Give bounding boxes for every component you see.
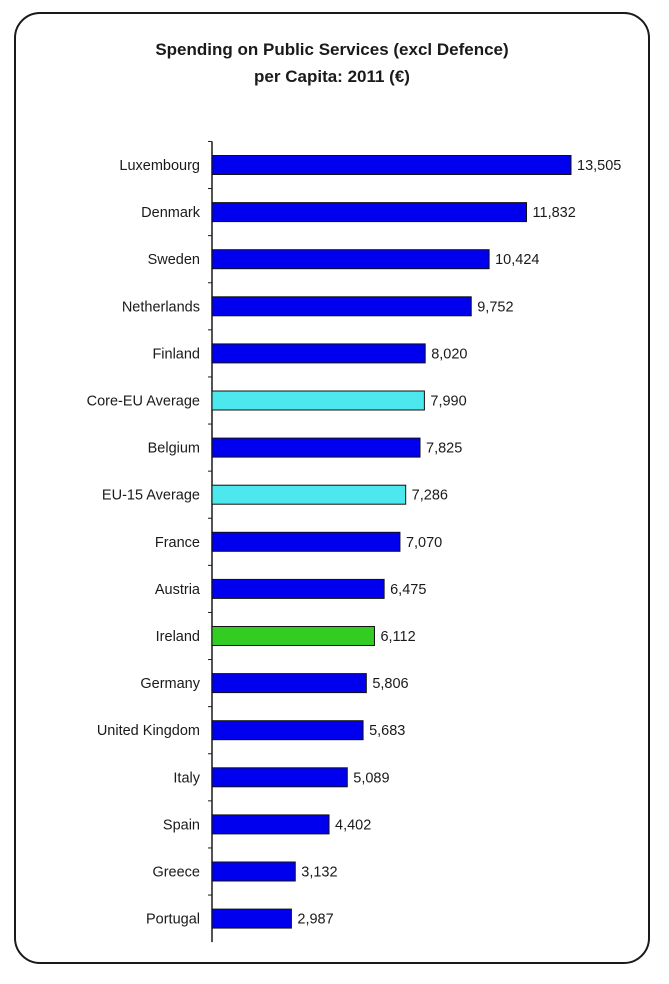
category-label: Portugal <box>146 912 200 928</box>
value-label: 4,402 <box>335 817 371 833</box>
category-label: Belgium <box>148 441 200 457</box>
bar <box>211 296 472 317</box>
value-label: 7,070 <box>406 535 442 551</box>
value-label: 6,475 <box>390 582 426 598</box>
category-label: Core-EU Average <box>87 394 200 410</box>
category-label: Denmark <box>141 205 201 221</box>
bar <box>211 484 407 505</box>
bar <box>211 673 367 694</box>
value-label: 10,424 <box>495 252 539 268</box>
bar <box>211 531 401 552</box>
category-label: Finland <box>152 346 200 362</box>
category-label: Germany <box>140 676 200 692</box>
bar <box>211 908 292 929</box>
category-label: Sweden <box>148 252 200 268</box>
value-label: 7,286 <box>412 488 448 504</box>
bar <box>211 437 421 458</box>
bar <box>211 343 426 364</box>
category-label: Luxembourg <box>119 158 200 174</box>
category-label: EU-15 Average <box>102 488 200 504</box>
value-label: 3,132 <box>301 865 337 881</box>
value-label: 11,832 <box>533 205 576 221</box>
bar-group: Luxembourg 13,505 Denmark 11,832 Sweden 10,42… <box>87 140 621 929</box>
chart-title-line-2: per Capita: 2011 (€) <box>254 67 410 86</box>
value-label: 5,089 <box>353 770 389 786</box>
bar <box>211 390 425 411</box>
bar <box>211 720 364 741</box>
chart-title: Spending on Public Services (excl Defenc… <box>14 36 650 90</box>
bar <box>211 861 296 882</box>
category-label: Austria <box>155 582 201 598</box>
category-label: Ireland <box>156 629 200 645</box>
bar <box>211 249 490 270</box>
bar <box>211 202 528 223</box>
category-label: Italy <box>173 770 200 786</box>
category-label: United Kingdom <box>97 723 200 739</box>
value-label: 9,752 <box>477 299 513 315</box>
category-label: France <box>155 535 200 551</box>
value-label: 5,683 <box>369 723 405 739</box>
category-label: Netherlands <box>122 299 200 315</box>
bar <box>211 626 375 646</box>
value-label: 7,825 <box>426 441 462 457</box>
value-label: 6,112 <box>380 629 415 645</box>
category-label: Spain <box>163 817 200 833</box>
chart-title-line-1: Spending on Public Services (excl Defenc… <box>155 40 509 59</box>
value-label: 8,020 <box>431 346 467 362</box>
bar <box>211 578 385 599</box>
bar <box>211 155 572 175</box>
value-label: 13,505 <box>577 158 621 174</box>
value-label: 5,806 <box>372 676 408 692</box>
bar <box>211 767 348 788</box>
value-label: 2,987 <box>297 912 333 928</box>
bar <box>211 814 330 835</box>
category-label: Greece <box>152 865 200 881</box>
value-label: 7,990 <box>430 394 466 410</box>
